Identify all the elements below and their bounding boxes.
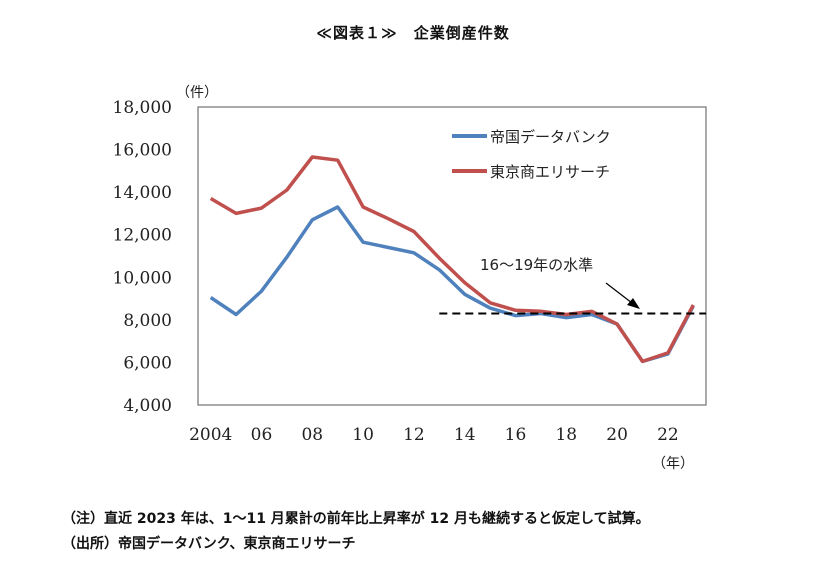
x-tick-label: 12 bbox=[403, 425, 425, 445]
legend-label-1: 帝国データバンク bbox=[490, 128, 611, 146]
note-annotation: （注）直近 2023 年は、1～11 月累計の前年比上昇率が 12 月も継続する… bbox=[62, 511, 650, 527]
y-tick-label: 10,000 bbox=[113, 268, 172, 288]
x-tick-label: 14 bbox=[454, 425, 476, 445]
annotation-arrow bbox=[605, 282, 633, 304]
x-tick-label: 22 bbox=[657, 425, 679, 445]
plot-area bbox=[197, 106, 707, 406]
chart-title: ≪図表１≫ 企業倒産件数 bbox=[316, 24, 510, 42]
annotation-arrowhead bbox=[627, 298, 640, 309]
y-tick-label: 4,000 bbox=[123, 396, 172, 416]
x-tick-label: 18 bbox=[555, 425, 577, 445]
x-tick-label: 2004 bbox=[189, 425, 232, 445]
y-tick-label: 14,000 bbox=[113, 183, 172, 203]
x-tick-label: 20 bbox=[606, 425, 628, 445]
y-tick-label: 18,000 bbox=[113, 98, 172, 118]
legend-label-2: 東京商エリサーチ bbox=[490, 163, 610, 181]
source-note: （出所）帝国データバンク、東京商エリサーチ bbox=[62, 536, 356, 552]
x-tick-label: 06 bbox=[251, 425, 273, 445]
reference-label: 16～19年の水準 bbox=[480, 256, 593, 274]
series-line-2 bbox=[209, 155, 695, 364]
x-tick-label: 08 bbox=[301, 425, 323, 445]
x-tick-label: 10 bbox=[352, 425, 374, 445]
y-tick-label: 12,000 bbox=[113, 226, 172, 246]
y-tick-label: 6,000 bbox=[123, 353, 172, 373]
y-axis-unit: （件） bbox=[176, 85, 218, 101]
y-tick-label: 8,000 bbox=[123, 311, 172, 331]
x-tick-label: 16 bbox=[505, 425, 527, 445]
y-tick-label: 16,000 bbox=[113, 141, 172, 161]
series-line-1 bbox=[209, 205, 695, 364]
x-axis-unit: （年） bbox=[652, 456, 694, 472]
